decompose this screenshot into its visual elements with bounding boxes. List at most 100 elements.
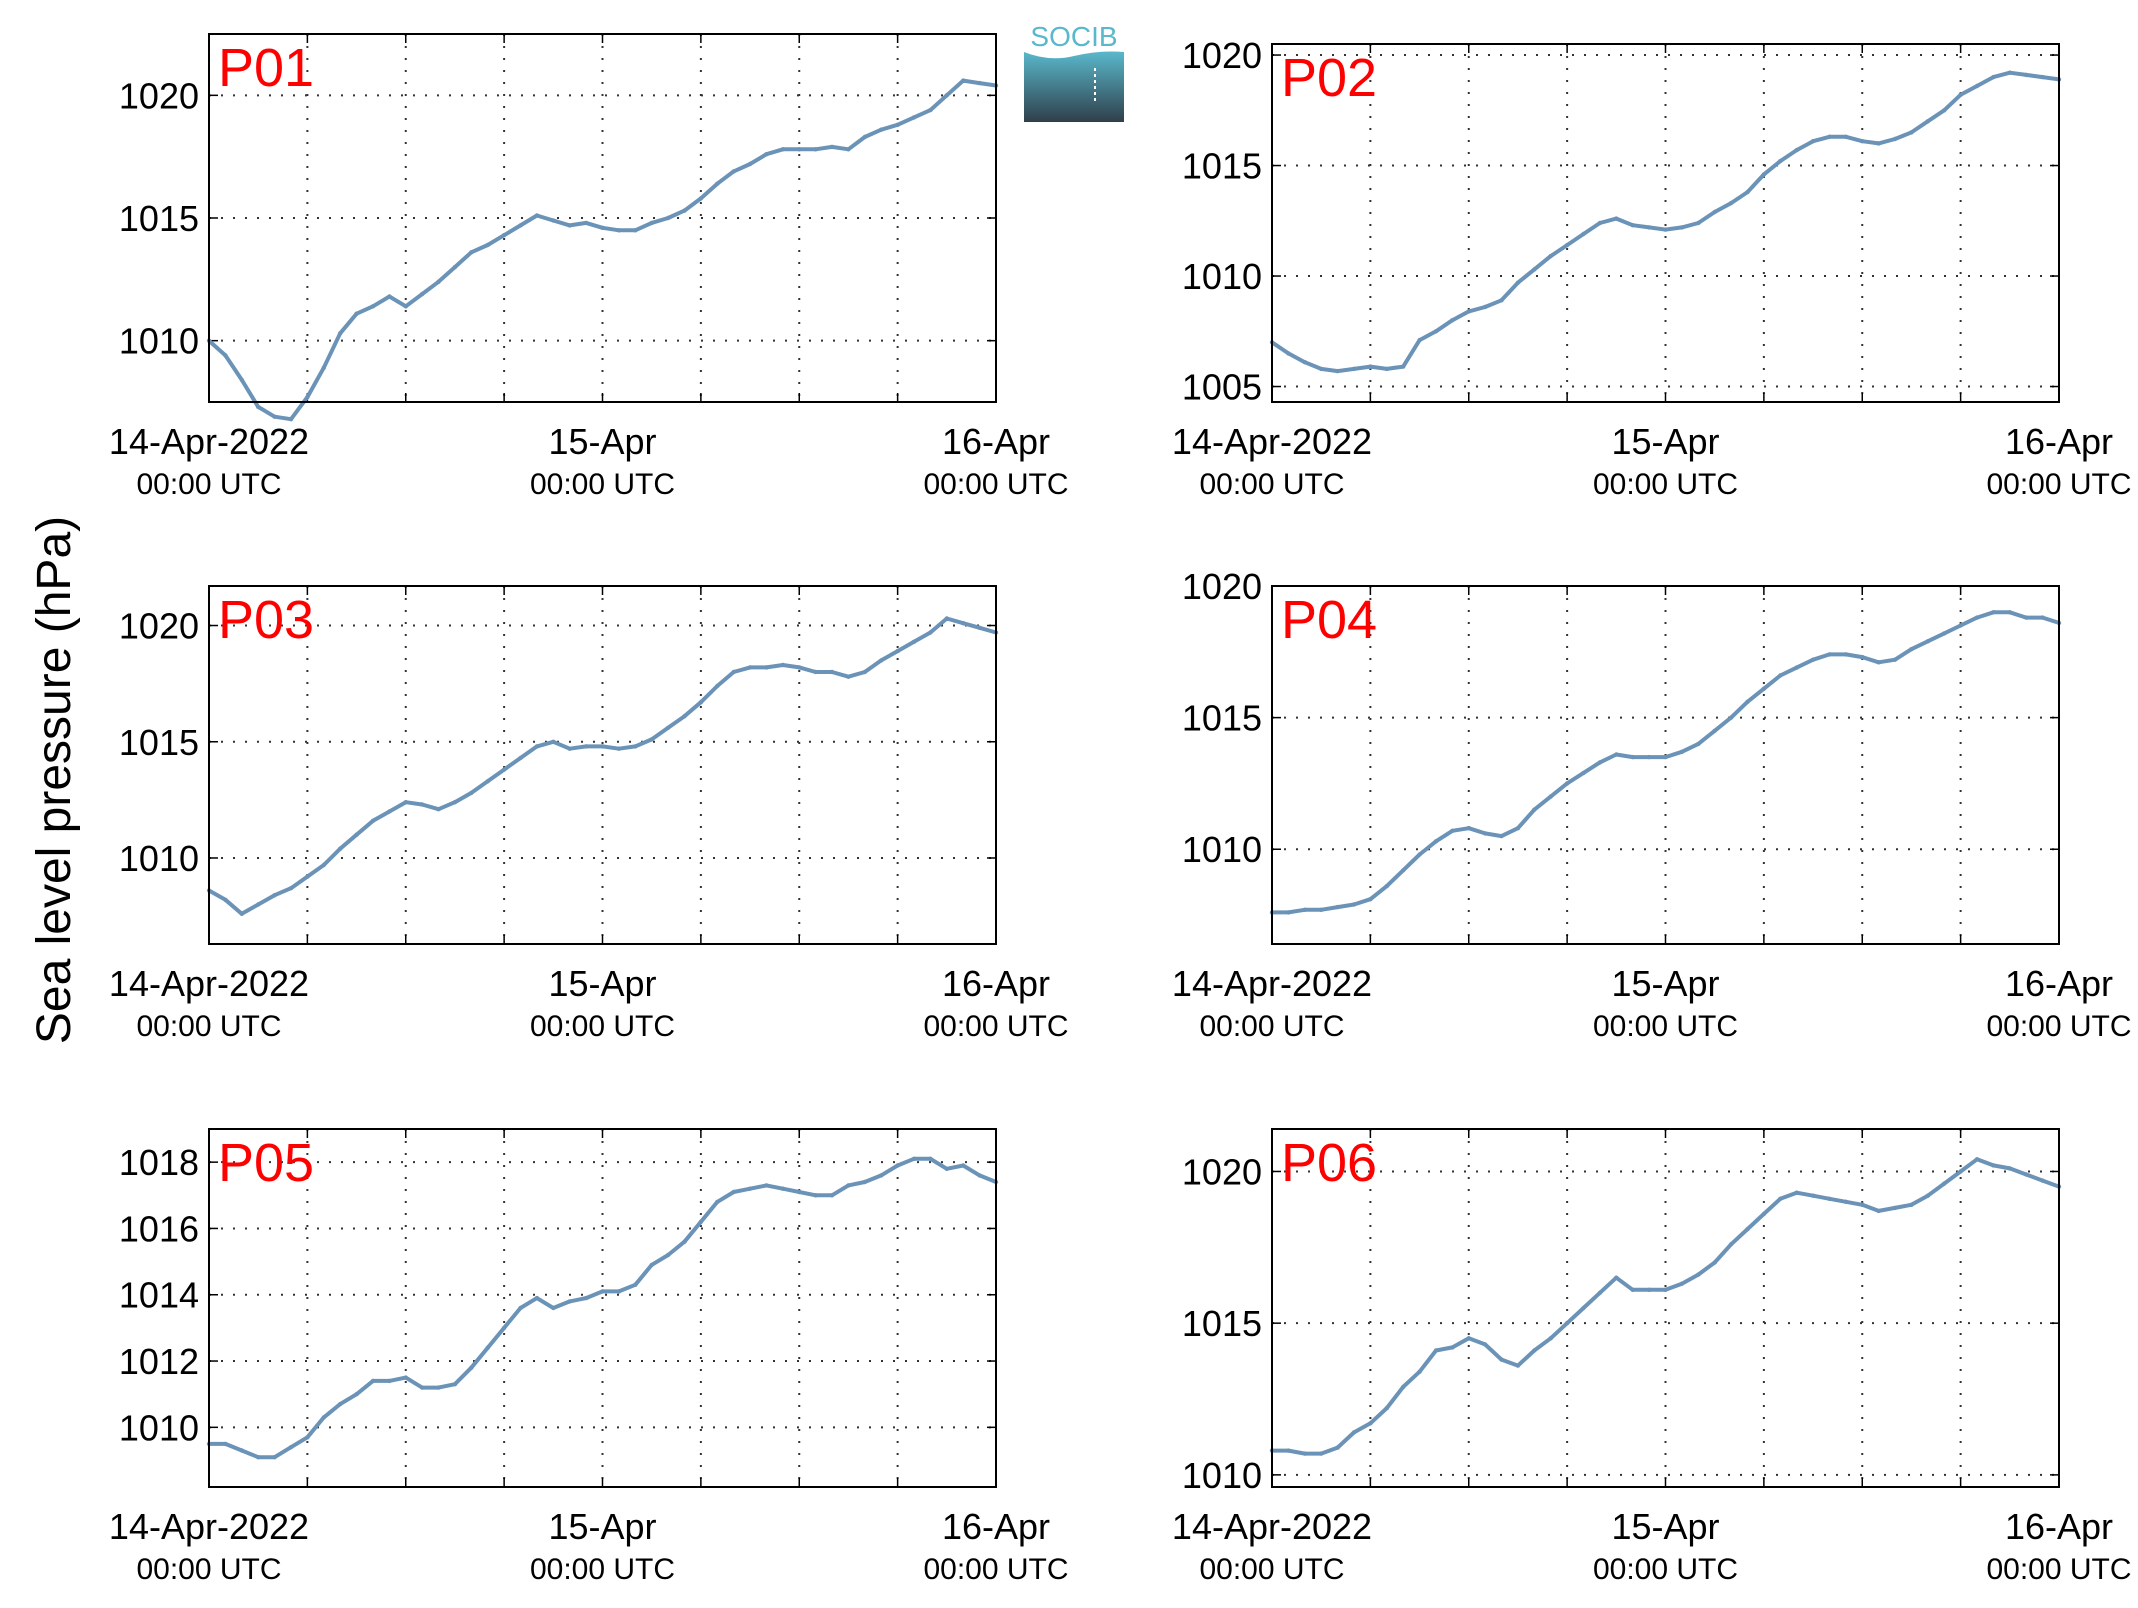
x-tick-label-date: 14-Apr-2022 <box>1172 963 1372 1004</box>
data-point <box>879 1173 884 1178</box>
data-point <box>649 1262 654 1268</box>
data-point <box>1564 242 1570 248</box>
data-point <box>1745 699 1750 704</box>
data-point <box>2007 610 2013 615</box>
chart-panel-p02: 1005 1010 1015 1020 P02 14-Apr-2022 00:00 UTC 1… <box>1172 35 2132 501</box>
data-point <box>698 196 704 201</box>
data-point <box>649 737 654 742</box>
data-point <box>944 93 949 98</box>
y-tick-label: 1015 <box>119 722 199 763</box>
data-point <box>879 658 884 663</box>
data-point <box>1712 209 1717 215</box>
x-tick-label-time: 00:00 UTC <box>1199 1553 1344 1586</box>
data-point <box>452 1382 458 1387</box>
y-tick-label: 1020 <box>119 75 199 116</box>
data-point <box>2024 615 2029 620</box>
data-point <box>715 1199 720 1205</box>
x-tick-label-time: 00:00 UTC <box>1199 468 1344 501</box>
data-point <box>1515 826 1521 831</box>
svg-text:SOCIB: SOCIB <box>1030 22 1117 52</box>
series-line <box>1272 1157 2060 1456</box>
data-point <box>419 291 425 297</box>
data-point <box>1958 623 1963 628</box>
data-point <box>501 1325 507 1331</box>
data-point <box>829 1193 835 1198</box>
data-point <box>1351 1430 1357 1435</box>
data-point <box>1679 1281 1685 1286</box>
x-tick-label-time: 00:00 UTC <box>923 1553 1068 1586</box>
data-point <box>321 1415 326 1420</box>
data-point <box>1827 652 1832 657</box>
data-point <box>1466 309 1472 314</box>
x-tick-label-date: 15-Apr <box>548 963 656 1004</box>
data-point <box>1581 1305 1586 1311</box>
data-point <box>911 115 917 120</box>
data-point <box>485 242 490 248</box>
y-tick-label: 1010 <box>1182 829 1262 870</box>
data-point <box>1302 360 1308 365</box>
x-tick-label-time: 00:00 UTC <box>1593 468 1738 501</box>
data-point <box>1909 647 1914 652</box>
data-point <box>1335 904 1340 910</box>
data-point <box>223 353 228 358</box>
data-point <box>338 331 343 336</box>
data-point <box>813 147 818 152</box>
data-point <box>223 897 228 902</box>
data-point <box>1925 639 1931 644</box>
data-point <box>239 377 244 383</box>
data-point <box>1532 1348 1537 1353</box>
data-point <box>1482 831 1488 836</box>
data-point <box>829 669 835 675</box>
data-point <box>2040 74 2045 80</box>
data-point <box>469 250 474 255</box>
x-tick-label-time: 00:00 UTC <box>923 1010 1068 1043</box>
data-point <box>1892 657 1898 662</box>
data-point <box>1581 231 1586 237</box>
data-point <box>469 1365 474 1370</box>
x-tick-label-time: 00:00 UTC <box>136 1010 281 1043</box>
data-point <box>862 669 867 675</box>
x-tick-label-time: 00:00 UTC <box>1593 1010 1738 1043</box>
data-point <box>1597 760 1603 765</box>
data-point <box>977 80 982 86</box>
data-point <box>682 208 687 213</box>
data-point <box>354 832 359 837</box>
data-point <box>518 755 523 761</box>
data-point <box>780 662 786 668</box>
data-point <box>829 144 835 150</box>
data-point <box>911 1156 917 1162</box>
data-point <box>272 1455 277 1460</box>
data-point <box>256 404 261 410</box>
data-point <box>239 1448 244 1453</box>
data-point <box>1351 902 1357 907</box>
plot-frame <box>1271 43 2060 403</box>
data-point <box>1696 1272 1701 1277</box>
data-point <box>1482 1342 1488 1347</box>
y-tick-label: 1020 <box>1182 1151 1262 1192</box>
data-point <box>419 1385 425 1390</box>
data-point <box>747 1186 753 1191</box>
data-point <box>1925 1193 1931 1198</box>
data-point <box>1761 686 1767 691</box>
data-point <box>321 862 326 868</box>
data-point <box>1319 907 1324 912</box>
y-tick-label: 1020 <box>1182 566 1262 607</box>
data-point <box>1286 1448 1291 1453</box>
data-point <box>1761 1211 1767 1217</box>
data-point <box>1614 752 1619 757</box>
data-point <box>1974 1157 1980 1162</box>
data-point <box>1909 130 1914 135</box>
data-point <box>387 1378 392 1384</box>
data-point <box>1450 318 1455 323</box>
data-point <box>895 648 900 654</box>
data-point <box>1745 1226 1750 1232</box>
data-point <box>1778 673 1783 678</box>
y-tick-label: 1012 <box>119 1341 199 1382</box>
data-point <box>1417 337 1422 343</box>
x-tick-label-time: 00:00 UTC <box>1986 1553 2131 1586</box>
data-point <box>1974 615 1980 620</box>
data-point <box>567 1299 572 1304</box>
data-point <box>1581 770 1586 776</box>
data-point <box>764 1183 769 1188</box>
